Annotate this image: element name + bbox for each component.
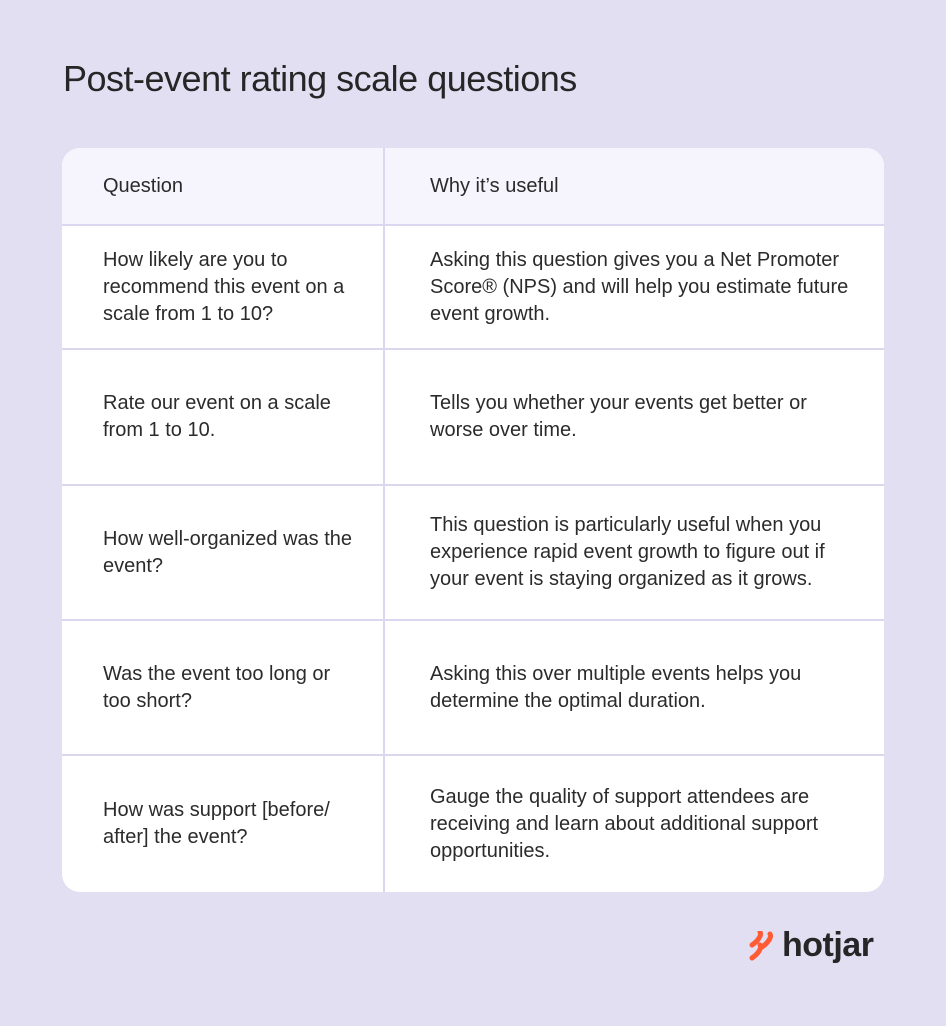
- table-cell: Was the event too long or too short?: [62, 621, 385, 754]
- title: Post-event rating scale questions: [63, 58, 577, 99]
- table-cell: Rate our event on a scale from 1 to 10.: [62, 350, 385, 484]
- table-cell: Asking this question gives you a Net Pro…: [430, 248, 849, 325]
- table-row: Rate our event on a scale from 1 to 10. T…: [62, 350, 884, 486]
- logo: hotjar: [748, 926, 874, 965]
- table-cell: How was support [before/ after] the even…: [62, 756, 385, 892]
- table-row: How well-organized was the event? This qu…: [62, 486, 884, 621]
- table-row: Was the event too long or too short? Aski…: [62, 621, 884, 756]
- table-cell: How well-organized was the event?: [62, 486, 385, 619]
- header-cell: Why it’s useful: [430, 174, 559, 197]
- table-cell: Tells you whether your events get better…: [430, 392, 807, 441]
- table-cell: Gauge the quality of support attendees a…: [430, 785, 819, 862]
- header-row: Question Why it’s useful: [62, 148, 884, 226]
- logo-icon: [749, 930, 773, 960]
- header-cell: Question: [62, 148, 385, 224]
- table-cell: Asking this over multiple events helps y…: [430, 662, 802, 712]
- table-cell: How likely are you to recommend this eve…: [62, 226, 385, 348]
- table-row: How was support [before/ after] the even…: [62, 756, 884, 892]
- table-cell: This question is particularly useful whe…: [430, 514, 825, 590]
- table-row: How likely are you to recommend this eve…: [62, 226, 884, 350]
- logo-text: hotjar: [782, 926, 874, 964]
- table: Question Why it’s useful How likely are yo…: [62, 148, 884, 892]
